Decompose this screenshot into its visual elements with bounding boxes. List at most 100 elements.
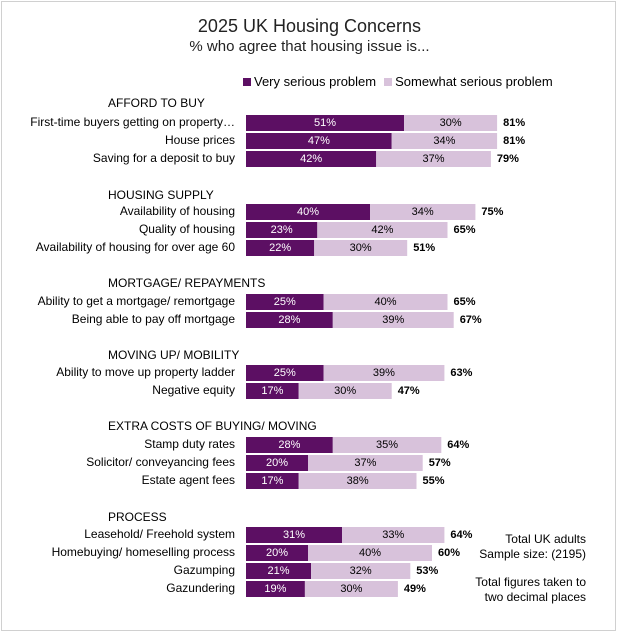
category-label: Being able to pay off mortgage	[72, 312, 236, 326]
category-label: Gazundering	[166, 581, 235, 595]
legend-swatch-somewhat	[384, 77, 393, 86]
bar-very	[246, 222, 318, 238]
data-label-somewhat: 40%	[359, 547, 381, 559]
data-label-total: 51%	[413, 242, 435, 254]
bar-very	[246, 151, 377, 167]
data-label-very: 42%	[300, 153, 322, 165]
bar-very	[246, 473, 299, 489]
sample-note: Total UK adults Sample size: (2195)	[479, 532, 586, 562]
legend-label-somewhat: Somewhat serious problem	[395, 74, 553, 89]
bar-somewhat	[332, 437, 442, 453]
bar-somewhat	[376, 151, 491, 167]
data-label-very: 19%	[264, 583, 286, 595]
data-label-somewhat: 30%	[340, 583, 362, 595]
group-title: AFFORD TO BUY	[108, 96, 205, 110]
data-label-somewhat: 33%	[382, 529, 404, 541]
legend-item-very: Very serious problem	[243, 74, 376, 89]
bar-very	[246, 240, 315, 256]
category-label: Solicitor/ conveyancing fees	[86, 455, 235, 469]
chart-title: 2025 UK Housing Concerns	[197, 16, 422, 36]
bar-somewhat	[298, 473, 417, 489]
data-label-total: 65%	[454, 296, 476, 308]
data-label-somewhat: 35%	[376, 439, 398, 451]
category-label: Ability to get a mortgage/ remortgage	[38, 294, 236, 308]
sample-note-line2: Sample size: (2195)	[479, 547, 586, 561]
bar-somewhat	[404, 115, 498, 131]
bar-very	[246, 455, 308, 471]
bar-somewhat	[317, 222, 448, 238]
group-title: MORTGAGE/ REPAYMENTS	[108, 276, 265, 290]
data-label-somewhat: 32%	[350, 565, 372, 577]
bar-somewhat	[370, 204, 476, 220]
bar-very	[246, 545, 308, 561]
data-label-somewhat: 37%	[354, 457, 376, 469]
bar-very	[246, 365, 324, 381]
bar-somewhat	[323, 365, 445, 381]
data-label-very: 31%	[283, 529, 305, 541]
bar-somewhat	[311, 563, 411, 579]
decimals-note-line2: two decimal places	[484, 590, 586, 604]
data-label-very: 17%	[261, 385, 283, 397]
chart-subtitle: % who agree that housing issue is...	[189, 38, 430, 55]
data-label-very: 28%	[278, 439, 300, 451]
category-label: Stamp duty rates	[144, 437, 235, 451]
data-label-very: 51%	[314, 117, 336, 129]
data-label-total: 81%	[503, 135, 525, 147]
category-label: Negative equity	[152, 383, 235, 397]
group-title: EXTRA COSTS OF BUYING/ MOVING	[108, 419, 317, 433]
data-label-very: 25%	[274, 367, 296, 379]
data-label-total: 47%	[398, 385, 420, 397]
data-label-somewhat: 40%	[374, 296, 396, 308]
bar-very	[246, 204, 370, 220]
data-label-somewhat: 39%	[373, 367, 395, 379]
data-label-very: 20%	[266, 547, 288, 559]
data-label-total: 65%	[454, 224, 476, 236]
data-label-very: 25%	[274, 296, 296, 308]
group-title: HOUSING SUPPLY	[108, 188, 214, 202]
category-label: Availability of housing for over age 60	[36, 240, 236, 254]
category-label: Homebuying/ homeselling process	[52, 545, 235, 559]
data-label-somewhat: 34%	[433, 135, 455, 147]
data-label-total: 63%	[450, 367, 472, 379]
data-label-total: 64%	[447, 439, 469, 451]
data-label-somewhat: 39%	[382, 314, 404, 326]
data-label-total: 67%	[460, 314, 482, 326]
data-label-very: 21%	[268, 565, 290, 577]
data-label-somewhat: 38%	[347, 475, 369, 487]
data-label-somewhat: 34%	[412, 206, 434, 218]
category-label: First-time buyers getting on property…	[30, 115, 235, 129]
data-label-total: 55%	[423, 475, 445, 487]
category-label: Leasehold/ Freehold system	[84, 527, 235, 541]
data-label-very: 47%	[308, 135, 330, 147]
data-label-total: 81%	[503, 117, 525, 129]
data-label-somewhat: 30%	[334, 385, 356, 397]
data-label-total: 60%	[438, 547, 460, 559]
data-label-very: 40%	[297, 206, 319, 218]
bar-very	[246, 437, 333, 453]
bar-somewhat	[323, 294, 448, 310]
decimals-note: Total figures taken to two decimal place…	[475, 575, 586, 605]
data-label-total: 79%	[497, 153, 519, 165]
sample-note-line1: Total UK adults	[505, 532, 586, 546]
bar-somewhat	[308, 545, 432, 561]
bar-somewhat	[314, 240, 408, 256]
data-label-total: 49%	[404, 583, 426, 595]
bar-very	[246, 133, 392, 149]
bar-somewhat	[298, 383, 392, 399]
bar-somewhat	[332, 312, 454, 328]
bar-very	[246, 294, 324, 310]
group-title: MOVING UP/ MOBILITY	[108, 348, 239, 362]
data-label-total: 75%	[481, 206, 503, 218]
data-label-very: 28%	[278, 314, 300, 326]
data-label-total: 53%	[416, 565, 438, 577]
data-label-somewhat: 37%	[423, 153, 445, 165]
data-label-very: 22%	[269, 242, 291, 254]
bar-very	[246, 115, 405, 131]
legend-swatch-very	[243, 77, 251, 86]
data-label-total: 57%	[429, 457, 451, 469]
data-label-somewhat: 30%	[350, 242, 372, 254]
data-label-total: 64%	[450, 529, 472, 541]
bar-somewhat	[342, 527, 445, 543]
